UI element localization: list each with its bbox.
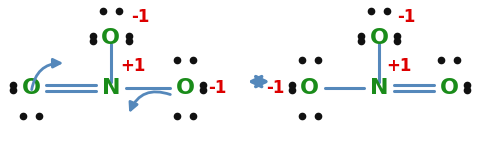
Text: O: O — [370, 28, 389, 48]
Text: +1: +1 — [386, 57, 412, 75]
Text: O: O — [176, 78, 195, 98]
Text: O: O — [440, 78, 458, 98]
Text: -1: -1 — [208, 79, 227, 97]
Text: -1: -1 — [398, 8, 416, 26]
Text: +1: +1 — [120, 57, 146, 75]
Text: -1: -1 — [132, 8, 150, 26]
Text: N: N — [370, 78, 388, 98]
Text: -1: -1 — [266, 79, 284, 97]
Text: N: N — [102, 78, 120, 98]
Text: O: O — [102, 28, 120, 48]
Text: O: O — [22, 78, 40, 98]
Text: O: O — [300, 78, 319, 98]
